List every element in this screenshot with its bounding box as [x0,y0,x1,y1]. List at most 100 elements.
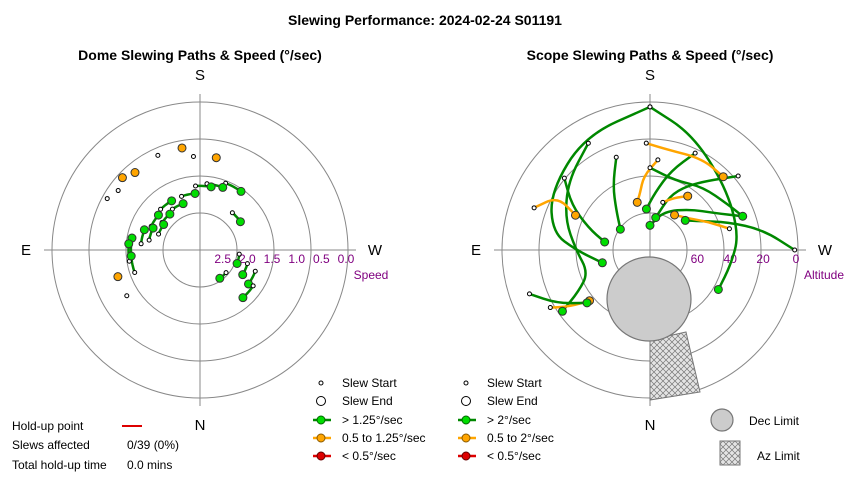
scope-slew-points [526,104,798,316]
scope-slew-path-13 [533,198,577,217]
scope-slew-path-16 [529,292,588,305]
scope-slew-path-10 [645,142,725,178]
dome-slew-end-11 [218,182,228,192]
dome-radial-tick-0: 2.5 [214,252,231,266]
scope-slew-end-1 [713,284,723,294]
scope-slew-end-6 [738,211,748,221]
dec-limit-swatch [710,408,734,432]
dome-title: Dome Slewing Paths & Speed (°/sec) [78,47,322,63]
dome-slew-start-23 [104,196,110,202]
scope-radial-axis-label: Altitude [804,268,844,282]
dome-radial-axis-label: Speed [354,268,389,282]
scope-slew-end-13 [570,210,580,220]
dome-radial-tick-4: 0.5 [313,252,330,266]
scope-legend: Slew Start Slew End > 2°/sec 0.5 to 2°/s… [458,376,800,466]
dome-slew-end-15 [238,270,248,280]
dome-slew-start-5 [146,237,152,243]
dec-limit-label: Dec Limit [749,414,800,428]
dome-panel: Dome Slewing Paths & Speed (°/sec) S N E… [21,47,388,434]
dome-slew-start-19 [223,270,229,276]
dome-slew-end-10 [236,186,246,196]
dome-slew-start-13 [179,193,185,199]
az-limit-region [649,331,701,401]
scope-panel: Scope Slewing Paths & Speed (°/sec) S N … [471,47,844,434]
scope-slew-end-2 [557,306,567,316]
scope-slew-path-6 [649,166,744,218]
total-holdup-value: 0.0 mins [127,458,172,472]
dome-radial-tick-3: 1.0 [288,252,305,266]
dome-radial-tick-5: 0.0 [338,252,355,266]
dome-compass-south: S [195,67,205,84]
scope-slew-start-12 [726,226,732,232]
dome-slew-end-24 [113,272,123,282]
dome-polar-grid [44,94,356,406]
scope-slew-path-7 [563,177,606,243]
scope-slew-path-2 [561,142,590,313]
dome-slew-start-21 [190,153,196,159]
scope-title: Scope Slewing Paths & Speed (°/sec) [527,47,774,63]
dome-legend-medium-marker [316,433,326,443]
dome-slew-end-23 [117,173,127,183]
dome-slew-end-6 [139,225,149,235]
scope-radial-tick-2: 20 [756,252,770,266]
scope-slew-end-16 [582,298,592,308]
scope-slew-path-0 [550,105,651,264]
dome-legend-start: Slew Start [342,376,397,390]
scope-compass-north: N [645,417,656,434]
scope-slew-path-11 [636,159,659,203]
scope-slew-start-10 [643,140,649,146]
scope-legend-medium: 0.5 to 2°/sec [487,431,554,445]
scope-legend-fast: > 2°/sec [487,413,531,427]
scope-slew-end-3 [651,213,661,223]
dome-legend-end-marker [316,396,326,406]
chart-title: Slewing Performance: 2024-02-24 S01191 [288,12,562,28]
dome-legend-end: Slew End [342,394,393,408]
scope-slew-start-14 [547,305,553,311]
scope-slew-paths [529,105,796,313]
scope-slew-start-16 [526,291,532,297]
scope-slew-start-5 [792,247,798,253]
dome-slew-end-20 [177,143,187,153]
slews-affected-value: 0/39 (0%) [127,438,179,452]
scope-slew-start-15 [660,199,666,205]
scope-slew-start-2 [585,140,591,146]
scope-slew-start-8 [613,154,619,160]
dome-slew-end-14 [235,217,245,227]
dome-legend-medium: 0.5 to 1.25°/sec [342,431,426,445]
scope-legend-fast-marker [461,415,471,425]
dome-slew-end-5 [148,223,158,233]
dome-slew-end-19 [215,273,225,283]
dome-slew-start-22 [115,188,121,194]
scope-radial-tick-0: 60 [691,252,705,266]
dome-slew-end-12 [206,182,216,192]
holdup-stats: Hold-up point Slews affected 0/39 (0%) T… [12,419,179,472]
scope-slew-start-1 [647,104,653,110]
scope-slew-end-7 [600,237,610,247]
scope-compass-west: W [818,242,833,259]
dome-slew-start-20 [155,152,161,158]
scope-slew-start-3 [735,173,741,179]
scope-compass-south: S [645,67,655,84]
dec-limit-region [606,256,692,342]
scope-slew-end-12 [670,210,680,220]
scope-slew-path-5 [685,219,796,252]
dome-slew-end-18 [232,258,242,268]
scope-slew-end-9 [641,204,651,214]
dome-legend-start-marker [318,380,324,386]
scope-legend-start: Slew Start [487,376,542,390]
dome-slew-end-1 [167,196,177,206]
dome-radial-tick-1: 2.0 [239,252,256,266]
scope-slew-path-4 [649,208,743,227]
dome-radial-ticks: 2.5 2.0 1.5 1.0 0.5 0.0 [214,252,354,266]
dome-slew-start-15 [244,261,250,267]
scope-slew-start-6 [647,165,653,171]
scope-slew-end-11 [632,197,642,207]
holdup-point-label: Hold-up point [12,419,84,433]
scope-radial-ticks: 60 40 20 0 [691,252,800,266]
scope-legend-start-marker [463,380,469,386]
scope-slew-end-0 [597,258,607,268]
dome-slew-end-2 [165,209,175,219]
dome-legend-slow-marker [316,451,326,461]
dome-slew-start-4 [156,231,162,237]
